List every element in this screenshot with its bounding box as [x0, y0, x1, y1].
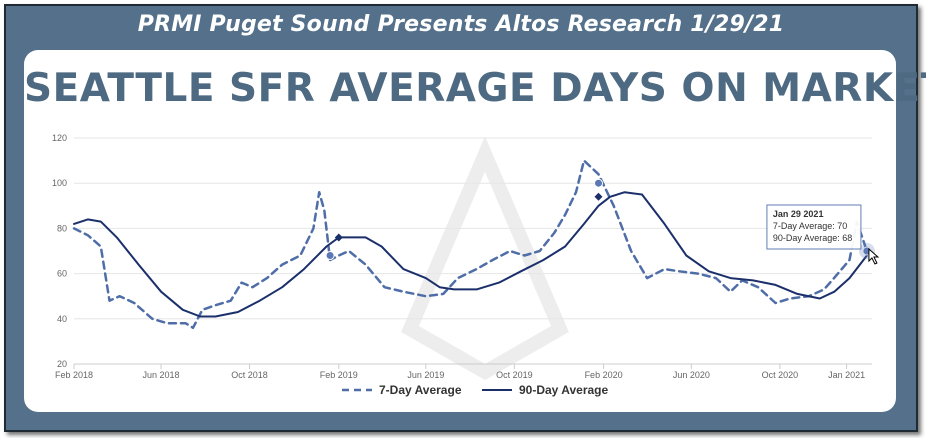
- chart-card: SEATTLE SFR AVERAGE DAYS ON MARKET 20 40 6…: [24, 50, 926, 414]
- tooltip: Jan 29 2021 7-Day Average: 70 90-Day Avera…: [766, 204, 862, 250]
- y-tick-label: 120: [52, 133, 67, 143]
- y-tick-label: 100: [52, 178, 67, 188]
- series-line-7-day: [72, 159, 869, 330]
- chart-title: SEATTLE SFR AVERAGE DAYS ON MARKET: [24, 66, 926, 111]
- x-tick-label: Jun 2020: [673, 370, 710, 380]
- legend-label-7-day: 7-Day Average: [379, 383, 462, 397]
- x-tick-label: Jun 2018: [143, 370, 180, 380]
- watermark-shape: [401, 136, 569, 381]
- x-tick-label: Feb 2019: [320, 370, 358, 380]
- banner-title: PRMI Puget Sound Presents Altos Research…: [137, 12, 785, 37]
- x-tick-label: Oct 2019: [496, 370, 533, 380]
- series-line-90-day: [73, 191, 868, 318]
- x-tick-label: Oct 2020: [762, 370, 799, 380]
- y-tick-label: 20: [57, 359, 67, 369]
- x-tick-label: Jan 2021: [828, 370, 865, 380]
- highlight-point-7-day: [325, 251, 335, 261]
- line-chart[interactable]: 20 40 60 80 100 120 Feb 2018 Jun 2018 Oct 2018 Fe…: [42, 94, 882, 414]
- x-tick-label: Jun 2019: [407, 370, 444, 380]
- presentation-frame: PRMI Puget Sound Presents Altos Research…: [4, 4, 926, 432]
- watermark-logo: [401, 136, 569, 381]
- tooltip-90-day-value: 90-Day Average: 68: [773, 233, 852, 243]
- tooltip-7-day-value: 7-Day Average: 70: [773, 221, 847, 231]
- legend-label-90-day: 90-Day Average: [519, 383, 608, 397]
- y-tick-label: 80: [57, 223, 67, 233]
- x-tick-label: Feb 2018: [55, 370, 93, 380]
- highlight-point-90-day: [594, 192, 603, 201]
- x-tick-label: Feb 2020: [585, 370, 623, 380]
- mouse-cursor-icon: [868, 247, 880, 265]
- y-tick-label: 60: [57, 269, 67, 279]
- tooltip-date: Jan 29 2021: [773, 209, 824, 219]
- highlight-point-7-day: [594, 178, 604, 188]
- tooltip-box: [766, 204, 862, 250]
- x-tick-label: Oct 2018: [231, 370, 268, 380]
- y-tick-label: 40: [57, 314, 67, 324]
- legend: 7-Day Average 90-Day Average: [342, 383, 608, 397]
- highlight-point-90-day: [334, 233, 343, 242]
